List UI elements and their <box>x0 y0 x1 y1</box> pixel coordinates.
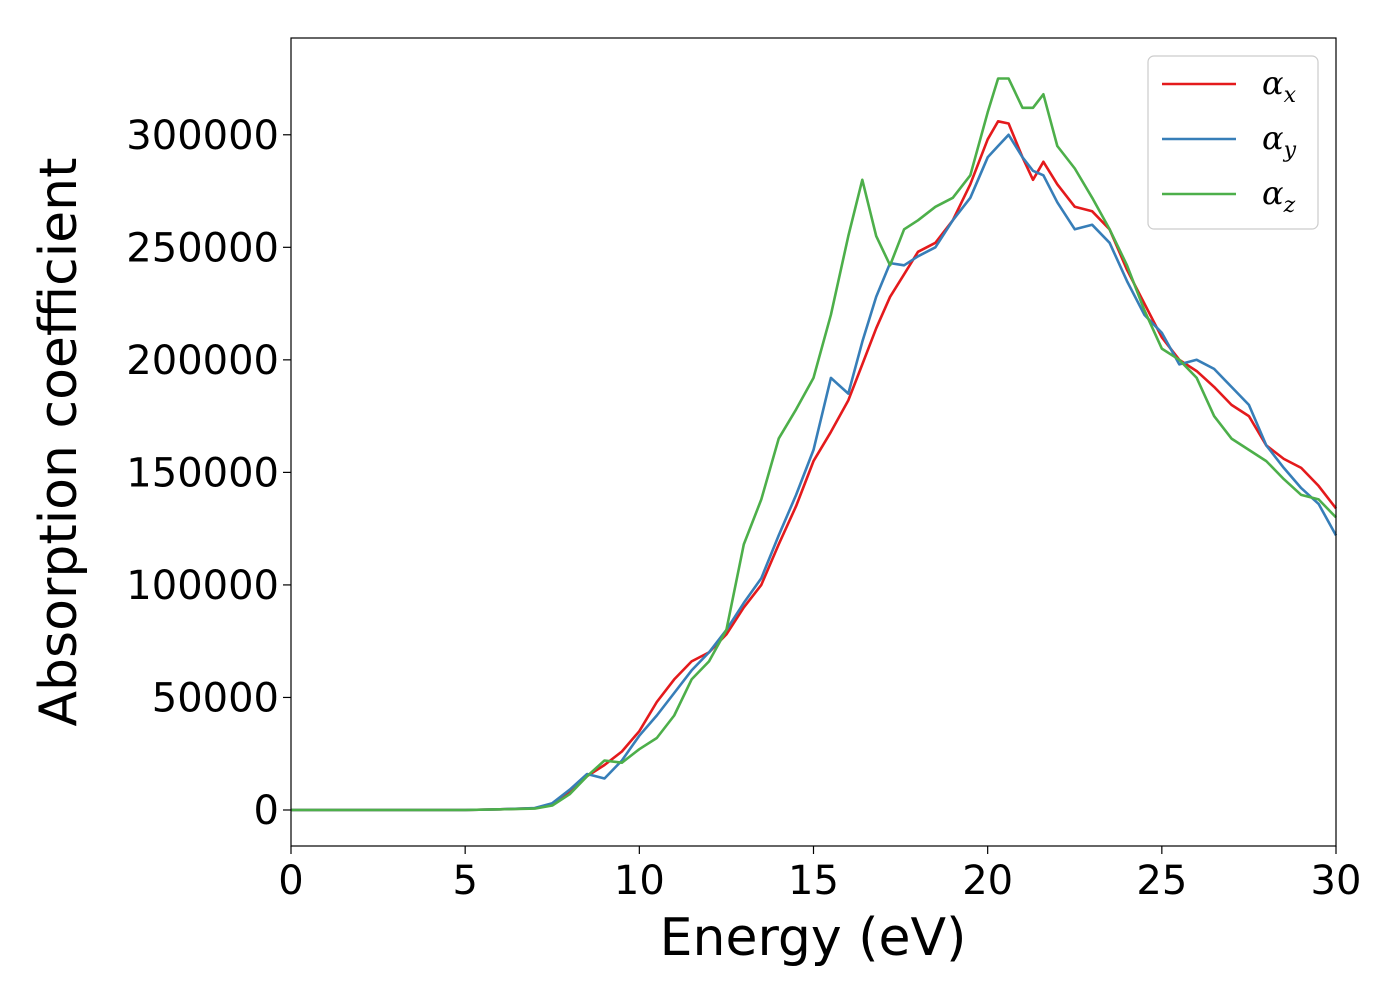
x-tick-label: 25 <box>1136 858 1187 904</box>
legend-box <box>1147 55 1319 230</box>
series-layer <box>291 77 1338 812</box>
x-tick-label: 15 <box>788 858 839 904</box>
y-axis-ticks: 0 50000 100000 150000 200000 250000 300000 <box>126 113 291 834</box>
y-tick-label: 200000 <box>126 338 279 384</box>
x-tick-label: 10 <box>614 858 665 904</box>
legend-label-z: αz <box>1262 174 1296 218</box>
x-tick-label: 5 <box>452 858 477 904</box>
x-axis-title: Energy (eV) <box>660 908 967 968</box>
y-tick-label: 150000 <box>126 450 279 496</box>
series-line-z <box>291 77 1337 812</box>
y-tick-label: 50000 <box>152 675 279 721</box>
y-tick-label: 300000 <box>126 113 279 159</box>
legend-subscript-x: x <box>1284 83 1297 108</box>
x-tick-label: 20 <box>962 858 1013 904</box>
y-tick-label: 250000 <box>126 225 279 271</box>
legend-subscript-y: y <box>1283 138 1297 163</box>
series-line-y <box>291 133 1338 812</box>
legend-subscript-z: z <box>1283 193 1296 218</box>
x-axis-ticks: 0 5 10 15 20 25 30 <box>278 846 1361 904</box>
x-tick-label: 30 <box>1311 858 1362 904</box>
y-tick-label: 0 <box>254 788 279 834</box>
x-tick-label: 0 <box>278 858 303 904</box>
y-axis-title: Absorption coefficient <box>29 157 89 726</box>
y-tick-label: 100000 <box>126 563 279 609</box>
